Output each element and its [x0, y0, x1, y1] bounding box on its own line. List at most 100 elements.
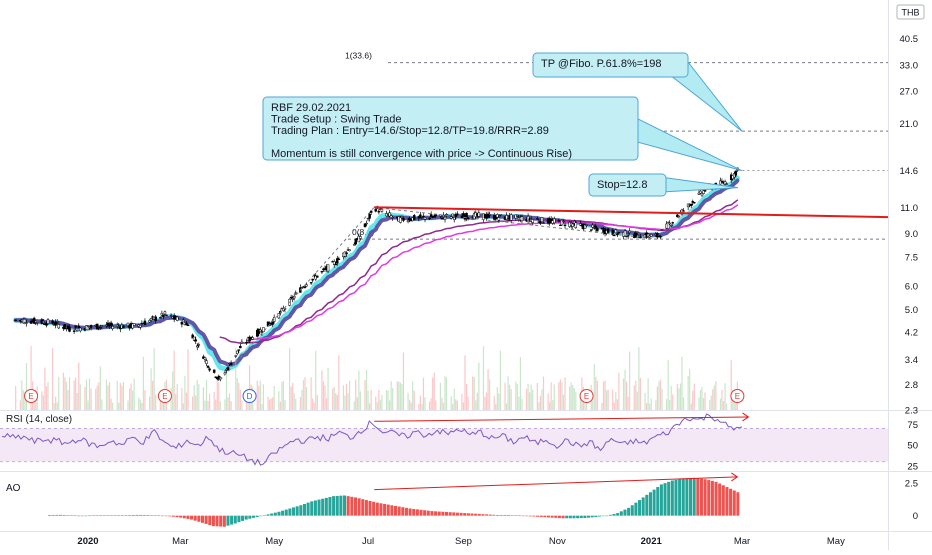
- rsi-divergence-line: [374, 416, 749, 422]
- candle-body: [46, 319, 50, 324]
- volume-bar: [187, 349, 189, 410]
- candle-body: [208, 368, 211, 371]
- volume-bar: [62, 372, 64, 410]
- volume-bar: [313, 402, 315, 410]
- volume-bar: [392, 387, 394, 410]
- candle-body: [682, 210, 685, 212]
- candle-body: [402, 218, 405, 221]
- volume-bar: [726, 403, 728, 410]
- volume-bar: [421, 403, 423, 410]
- ao-bar: [543, 515, 547, 518]
- volume-bar: [482, 346, 485, 410]
- volume-bar: [322, 381, 325, 410]
- candle-body: [29, 321, 33, 324]
- volume-bar: [575, 392, 577, 410]
- volume-bar: [484, 396, 486, 410]
- volume-bar: [439, 382, 441, 410]
- candle-body: [451, 213, 454, 217]
- volume-bar: [655, 400, 657, 410]
- candle-body: [345, 252, 348, 255]
- volume-bar: [562, 394, 565, 410]
- ao-bar: [630, 505, 634, 516]
- candle-body: [486, 213, 490, 218]
- ao-bar: [277, 511, 281, 516]
- candle-body: [192, 336, 196, 341]
- earnings-marker: [157, 389, 172, 403]
- candle-body: [42, 321, 45, 323]
- volume-bar: [310, 377, 312, 410]
- ao-bar: [732, 490, 736, 516]
- ao-bar: [667, 481, 671, 516]
- candle-body: [536, 218, 539, 220]
- candle-body: [32, 317, 36, 324]
- candle-body: [589, 229, 593, 231]
- candle-body: [460, 215, 464, 219]
- candle-body: [634, 232, 638, 238]
- volume-bar: [561, 382, 563, 410]
- price-tick-label: 11.0: [900, 203, 918, 214]
- ao-bar: [128, 515, 132, 516]
- ao-bar: [474, 513, 478, 516]
- ao-bar: [113, 515, 117, 516]
- ao-bar: [295, 506, 299, 516]
- candle-body: [57, 324, 61, 329]
- ao-bar: [350, 496, 354, 516]
- candle-body: [122, 325, 125, 329]
- candle-body: [583, 224, 587, 229]
- volume-bar: [478, 362, 480, 410]
- ao-bar: [521, 515, 525, 517]
- volume-bar: [689, 368, 691, 410]
- time-axis: 2020 Mar May Jul Sep Nov 2021 Mar May: [77, 536, 845, 547]
- ao-bar: [601, 515, 605, 517]
- ao-bar: [149, 515, 154, 516]
- candle-body: [617, 232, 621, 234]
- volume-bar: [152, 380, 154, 410]
- volume-bar: [601, 402, 603, 410]
- candle-body: [594, 225, 598, 229]
- ao-bar: [412, 508, 416, 516]
- volume-bar: [476, 392, 478, 410]
- candle-body: [88, 327, 91, 329]
- candle-body: [671, 222, 675, 224]
- volume-bar: [433, 372, 435, 410]
- volume-bar: [672, 394, 674, 410]
- ao-bar: [707, 480, 711, 516]
- volume-bar: [505, 403, 508, 410]
- volume-bar: [53, 403, 55, 410]
- volume-bar: [141, 403, 143, 410]
- candle-body: [282, 307, 285, 311]
- volume-bar: [605, 390, 608, 410]
- volume-bar: [130, 383, 132, 410]
- ao-bar: [215, 515, 219, 527]
- candle-body: [14, 319, 17, 321]
- volume-bar: [627, 396, 629, 410]
- volume-bar: [444, 376, 446, 410]
- ao-bar: [139, 514, 143, 516]
- volume-bar: [110, 398, 112, 410]
- volume-bar: [473, 377, 475, 410]
- candle-body: [542, 222, 545, 224]
- volume-bar: [144, 390, 146, 410]
- candle-body: [563, 224, 567, 227]
- candle-body: [303, 286, 307, 288]
- ao-bar: [619, 511, 623, 516]
- ao-bar: [332, 496, 336, 516]
- candle-body: [132, 323, 136, 326]
- candle-body: [723, 181, 727, 185]
- ao-bar: [663, 483, 667, 516]
- volume-bar: [369, 403, 371, 410]
- volume-bar: [138, 397, 140, 410]
- candle-body: [45, 322, 48, 326]
- candle-body: [311, 278, 314, 281]
- candle-body: [669, 225, 673, 227]
- volume-bar: [258, 385, 260, 410]
- volume-bar: [332, 388, 334, 410]
- candle-body: [560, 219, 564, 226]
- volume-bar: [30, 346, 32, 410]
- volume-bar: [487, 369, 489, 410]
- ao-bar: [58, 514, 62, 516]
- volume-bar: [268, 399, 271, 410]
- take-profit-callout: TP @Fibo. P.61.8%=198: [532, 52, 743, 132]
- ao-bar: [335, 495, 339, 516]
- volume-bar: [376, 402, 378, 410]
